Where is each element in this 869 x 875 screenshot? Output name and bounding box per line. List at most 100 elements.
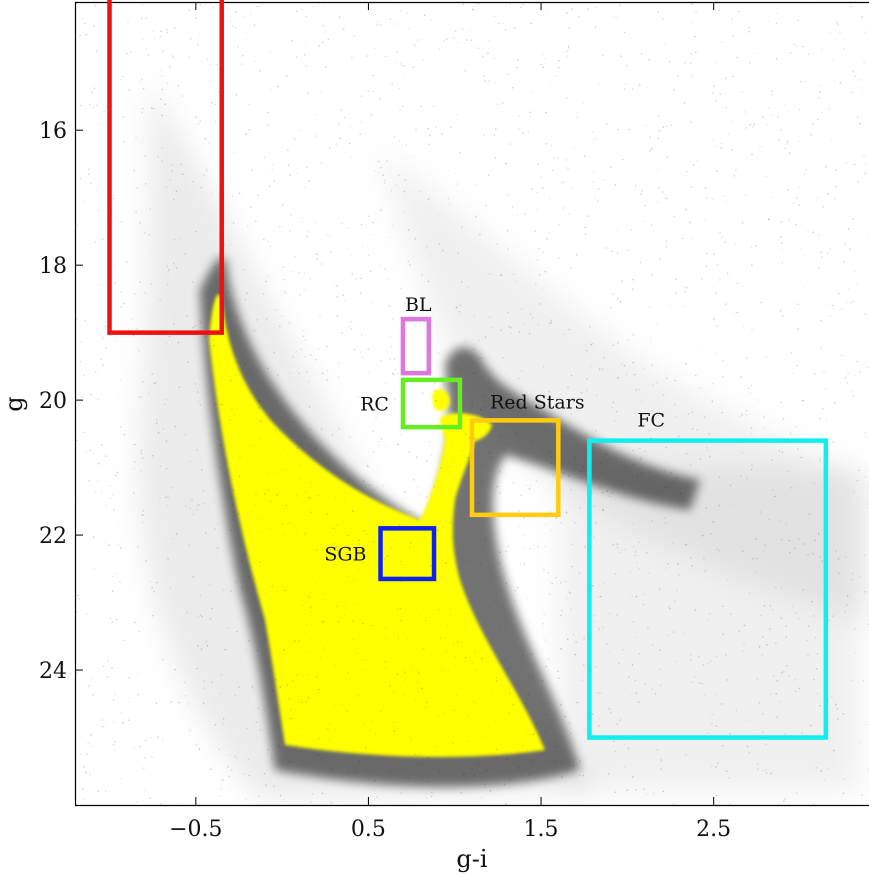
scatter-point	[848, 288, 850, 291]
scatter-point	[141, 513, 143, 516]
scatter-point	[796, 303, 799, 306]
scatter-point	[327, 727, 329, 730]
scatter-point	[303, 436, 306, 438]
scatter-point	[691, 681, 693, 683]
scatter-point	[817, 533, 820, 535]
scatter-point	[475, 442, 478, 445]
scatter-point	[134, 621, 136, 624]
scatter-point	[321, 757, 324, 759]
scatter-point	[149, 797, 151, 800]
scatter-point	[167, 271, 169, 273]
scatter-point	[689, 221, 691, 224]
scatter-point	[641, 401, 643, 403]
scatter-point	[751, 264, 753, 266]
scatter-point	[238, 475, 241, 478]
scatter-point	[167, 504, 169, 506]
scatter-point	[619, 301, 622, 303]
scatter-point	[385, 55, 387, 57]
scatter-point	[795, 690, 797, 692]
scatter-point	[539, 439, 542, 441]
scatter-point	[200, 186, 203, 189]
scatter-point	[413, 155, 416, 158]
scatter-point	[691, 75, 694, 77]
scatter-point	[836, 23, 839, 25]
scatter-point	[619, 4, 622, 6]
scatter-point	[811, 123, 814, 125]
scatter-point	[527, 693, 530, 696]
scatter-point	[329, 549, 332, 551]
scatter-point	[452, 457, 454, 460]
scatter-point	[519, 563, 522, 565]
scatter-point	[797, 618, 800, 620]
scatter-point	[725, 106, 727, 109]
scatter-point	[755, 571, 757, 574]
scatter-point	[117, 543, 119, 546]
scatter-point	[765, 743, 767, 745]
scatter-point	[571, 8, 573, 10]
scatter-point	[506, 229, 509, 232]
scatter-point	[150, 737, 152, 739]
scatter-point	[335, 143, 337, 145]
scatter-point	[227, 291, 229, 294]
scatter-point	[699, 387, 702, 389]
scatter-point	[383, 179, 386, 182]
scatter-point	[741, 90, 744, 93]
scatter-point	[305, 623, 308, 625]
scatter-point	[705, 446, 708, 449]
scatter-point	[705, 506, 707, 509]
scatter-point	[819, 252, 822, 254]
scatter-point	[520, 6, 522, 9]
scatter-point	[301, 216, 304, 219]
scatter-point	[487, 726, 490, 728]
scatter-point	[538, 273, 541, 276]
scatter-point	[794, 678, 796, 681]
scatter-point	[480, 414, 483, 416]
scatter-point	[233, 414, 236, 416]
scatter-point	[101, 238, 104, 240]
scatter-point	[609, 612, 611, 615]
scatter-point	[362, 562, 365, 565]
scatter-point	[546, 714, 548, 716]
scatter-point	[275, 709, 277, 711]
scatter-point	[449, 608, 452, 610]
scatter-point	[550, 451, 552, 454]
scatter-point	[97, 480, 100, 482]
scatter-point	[738, 415, 741, 418]
scatter-point	[331, 768, 333, 770]
scatter-point	[232, 519, 235, 521]
scatter-point	[84, 22, 86, 25]
scatter-point	[635, 692, 638, 694]
scatter-point	[109, 497, 112, 500]
scatter-point	[537, 323, 540, 326]
scatter-point	[292, 679, 295, 682]
scatter-point	[639, 261, 642, 264]
scatter-point	[554, 760, 557, 763]
scatter-point	[844, 610, 847, 613]
scatter-point	[617, 128, 619, 131]
scatter-point	[169, 586, 172, 589]
scatter-point	[506, 311, 509, 314]
scatter-point	[200, 469, 203, 471]
scatter-point	[750, 468, 753, 471]
scatter-point	[686, 287, 688, 289]
scatter-point	[329, 251, 332, 253]
scatter-point	[208, 142, 210, 144]
scatter-point	[250, 614, 252, 616]
scatter-point	[548, 198, 551, 200]
scatter-point	[206, 644, 209, 647]
scatter-point	[636, 561, 638, 564]
scatter-point	[321, 41, 324, 44]
scatter-point	[610, 166, 612, 168]
scatter-point	[853, 395, 855, 398]
scatter-point	[245, 133, 247, 135]
scatter-point	[812, 4, 815, 6]
scatter-point	[447, 624, 449, 626]
scatter-point	[620, 55, 622, 57]
scatter-point	[180, 163, 182, 166]
scatter-point	[746, 357, 748, 359]
scatter-point	[183, 681, 186, 684]
scatter-point	[500, 329, 502, 331]
scatter-point	[94, 4, 97, 7]
scatter-point	[432, 105, 435, 108]
scatter-point	[173, 322, 175, 325]
